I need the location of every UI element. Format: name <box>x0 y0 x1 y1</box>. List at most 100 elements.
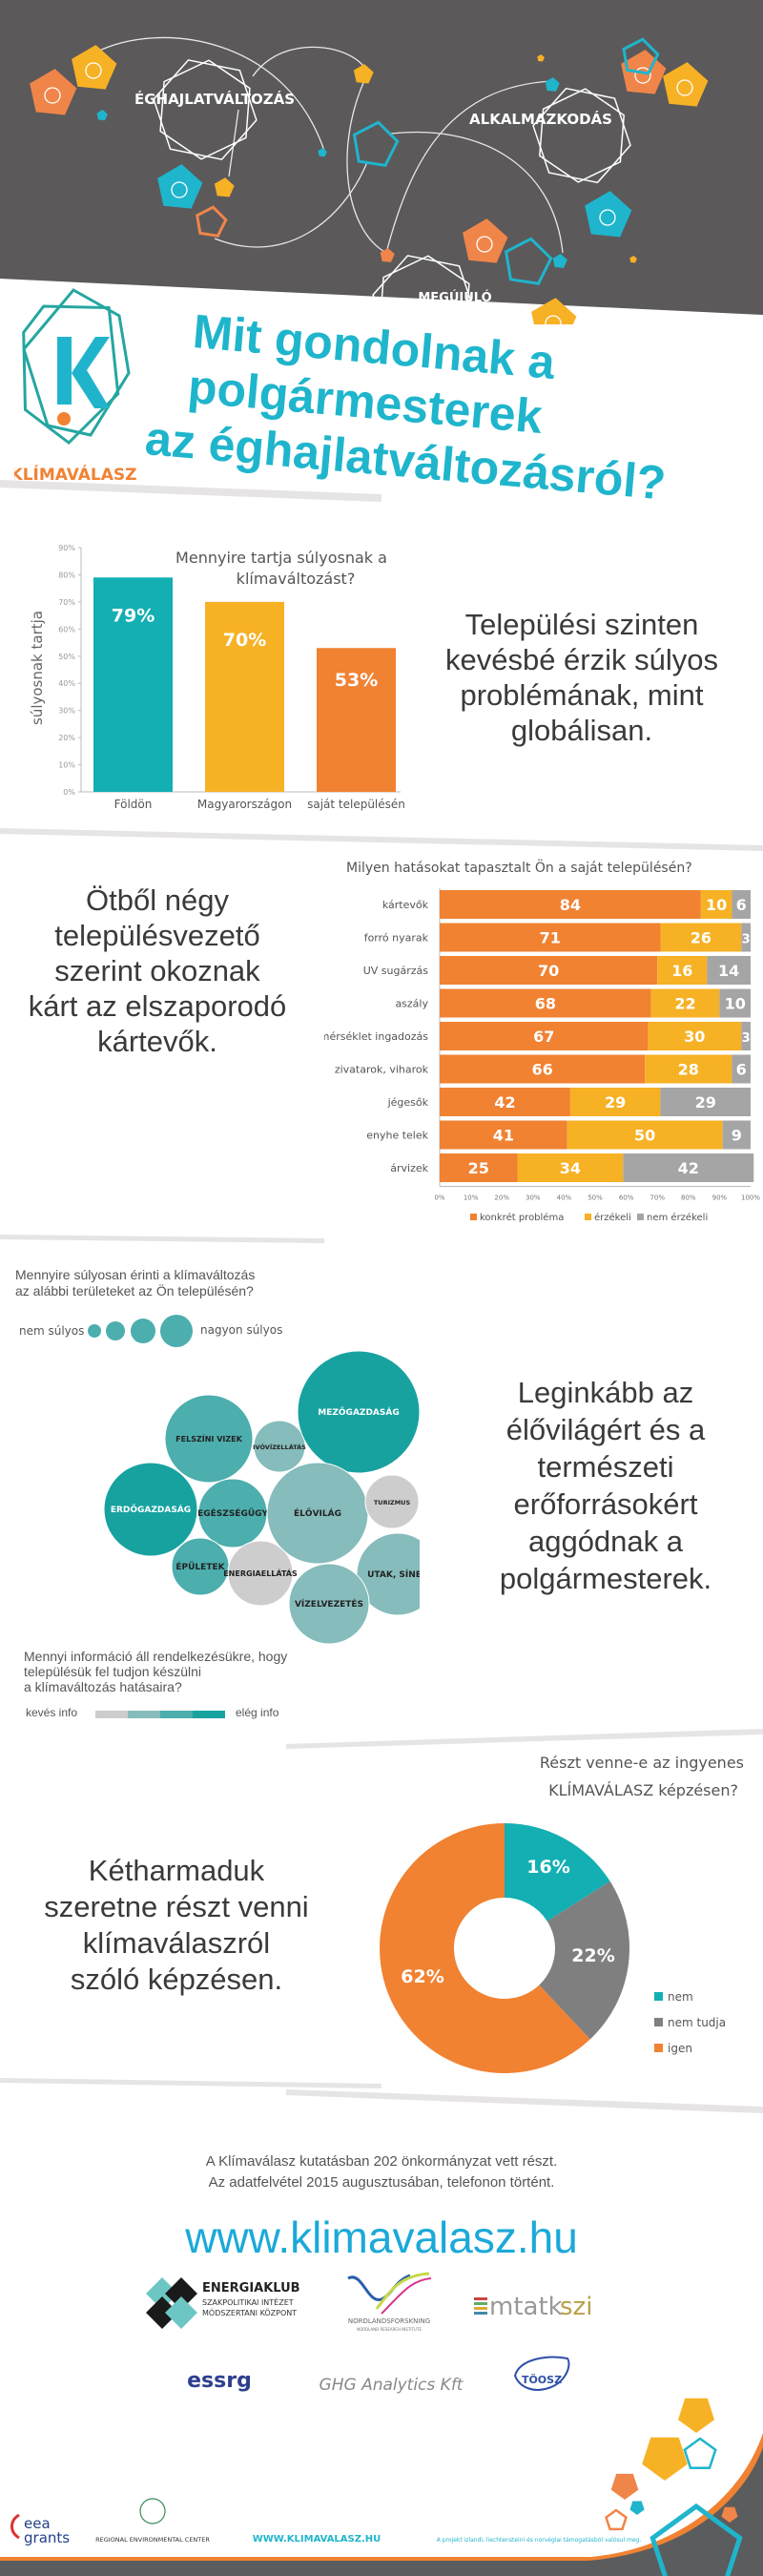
energiaklub-name: ENERGIAKLUB <box>202 2281 300 2296</box>
mtatk-name: mtatk <box>489 2293 563 2321</box>
survey-note: A Klímaválasz kutatásban 202 önkormányza… <box>0 2151 763 2193</box>
divider-strip <box>0 480 382 502</box>
chart2-x-tick-label: 90% <box>712 1195 728 1202</box>
bubble-label: VÍZELVEZETÉS <box>295 1598 363 1610</box>
pie-slice <box>539 1880 630 2040</box>
bubble-question: Mennyire súlyosan érinti a klímaváltozás… <box>15 1267 255 1299</box>
section4-text: Kétharmaduk szeretne részt venni klímavá… <box>29 1853 324 1998</box>
bubble-label: ERDŐGAZDASÁG <box>111 1504 191 1515</box>
website-link[interactable]: www.klimavalasz.hu <box>185 2212 578 2262</box>
info-high-label: elég info <box>236 1706 279 1719</box>
legend-high-label: nagyon súlyos <box>200 1323 282 1337</box>
chart2-data-label: 71 <box>540 929 561 947</box>
info-low-label: kevés info <box>26 1706 78 1719</box>
chart1-data-label: 70% <box>223 630 266 651</box>
pentagon-shape <box>642 2437 688 2481</box>
bubble-label: ÉPÜLETEK <box>175 1561 225 1572</box>
section4-text-line: szóló képzésen. <box>70 1963 283 1996</box>
bubble-question-line: az alábbi területeket az Ön településén? <box>15 1283 254 1298</box>
section4-text-line: Kétharmaduk <box>88 1854 265 1887</box>
chart2-x-tick-label: 30% <box>526 1195 541 1202</box>
chart1-y-tick-label: 40% <box>58 679 75 688</box>
severity-bar-chart: Mennyire tartja súlyosnak a klímaváltozá… <box>29 544 405 811</box>
chart2-data-label: 84 <box>560 896 581 914</box>
mtatk-szi: szi <box>560 2293 592 2321</box>
section3-text-line: természeti <box>537 1450 674 1484</box>
pie-slice <box>380 1823 590 2073</box>
section2-text: Ötből négy településvezető szerint okozn… <box>19 883 296 1059</box>
website-link-small[interactable]: WWW.KLIMAVALASZ.HU <box>253 2534 382 2545</box>
legend-bubble <box>106 1321 125 1340</box>
chart2-bar-segment <box>440 1022 649 1050</box>
chart2-bar-segment <box>648 1022 742 1050</box>
chart2-bar-segment <box>440 1054 646 1084</box>
chart1-y-tick-label: 80% <box>58 571 75 579</box>
chart1-title-line-1: Mennyire tartja súlyosnak a <box>175 549 387 567</box>
nordland-name: NORDLANDSFORSKNING <box>348 2317 430 2325</box>
weather-icon <box>157 164 203 209</box>
hexagon-outline <box>153 59 258 160</box>
bubble <box>253 1420 306 1473</box>
section4-text-line: klímaválaszról <box>82 1926 271 1960</box>
chart2-legend-swatch <box>637 1214 644 1220</box>
legend-bubble <box>131 1319 155 1343</box>
header-label-renewing: MEGÚJULÓ <box>418 290 491 305</box>
chart2-x-tick-label: 80% <box>681 1195 696 1202</box>
chart2-legend-swatch <box>470 1214 477 1220</box>
pentagon-shape <box>629 256 637 263</box>
chart2-bar-segment <box>741 1022 751 1050</box>
chart2-data-label: 14 <box>718 962 739 980</box>
chart2-legend-swatch <box>585 1214 591 1220</box>
section3-text-line: polgármesterek. <box>499 1562 712 1595</box>
chart1-category-label: saját településén <box>307 798 405 811</box>
chart1-category-label: Magyarországon <box>197 798 292 811</box>
house-icon-glyph <box>476 236 493 253</box>
footer-decoration <box>0 2398 763 2576</box>
chart1-bar <box>93 577 173 792</box>
chart2-data-label: 26 <box>691 929 711 947</box>
chart2-bar-segment <box>517 1153 624 1182</box>
section1-text-line: globálisan. <box>510 714 653 747</box>
chart1-y-tick-label: 50% <box>58 653 75 661</box>
chart2-data-label: 16 <box>671 962 692 980</box>
toosz-name: TÖOSZ <box>522 2373 562 2386</box>
house-icon <box>463 218 508 263</box>
divider-strip <box>286 1729 763 1749</box>
weathervane-icon <box>531 298 577 324</box>
pentagon-shape <box>214 177 235 197</box>
pentagon-shape <box>537 54 545 62</box>
mtatk-logo: mtatk szi <box>474 2293 592 2321</box>
pie-slice <box>505 1823 610 1922</box>
eea-text: eea <box>24 2515 51 2532</box>
chart2-category-label: UV sugárzás <box>363 965 429 977</box>
weathervane-icon-glyph <box>545 315 562 324</box>
chart2-x-tick-label: 60% <box>619 1195 634 1202</box>
pentagon-shape <box>629 2501 645 2515</box>
section1-text-line: kevésbé érzik súlyos <box>444 643 718 676</box>
chart2-category-label: hőmérséklet ingadozás <box>324 1030 428 1043</box>
header-label-adaptation: ALKALMAZKODÁS <box>469 110 612 128</box>
chart1-y-tick-label: 70% <box>58 598 75 607</box>
chart2-x-tick-label: 40% <box>557 1195 572 1202</box>
pentagon-outline <box>622 37 660 75</box>
section1-text-line: Települési szinten <box>464 608 699 641</box>
pie-legend-label: nem tudja <box>668 2016 726 2029</box>
chart2-bar-segment <box>741 923 751 952</box>
legend-bubble <box>88 1324 101 1338</box>
chart2-bar-segment <box>645 1054 732 1084</box>
chart2-category-label: forró nyarak <box>364 932 429 945</box>
pentagon-shape <box>721 2506 738 2523</box>
section3-text-line: erőforrásokért <box>513 1487 698 1521</box>
chart2-bar-segment <box>440 890 701 919</box>
chart2-data-label: 6 <box>736 896 747 914</box>
header-label-settlements: TELEPÜLÉSEK <box>407 312 504 324</box>
chart2-data-label: 29 <box>605 1093 626 1111</box>
eea-grants-logo: eea grants <box>10 2513 70 2546</box>
connector-line <box>390 131 564 254</box>
bubble-label: ENERGIAELLÁTÁS <box>223 1568 298 1578</box>
toosz-logo: TÖOSZ <box>513 2356 570 2391</box>
chart2-bar-segment <box>660 1088 751 1116</box>
pentagon-shape <box>96 110 108 121</box>
connector-line <box>228 109 239 177</box>
handshake-icon-glyph <box>676 79 693 96</box>
